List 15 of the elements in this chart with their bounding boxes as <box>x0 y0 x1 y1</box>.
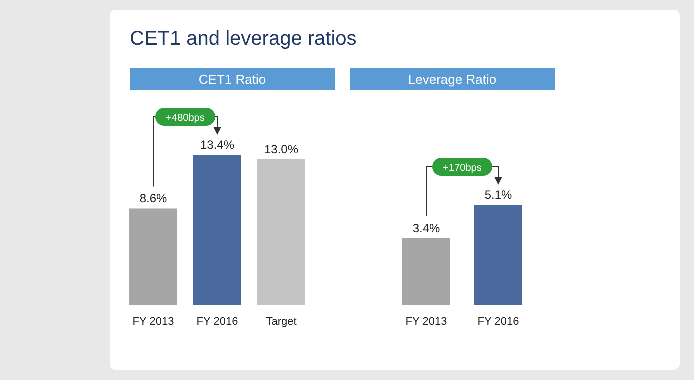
text: +480bps <box>166 113 205 124</box>
x-tick-label: FY 2013 <box>406 316 448 328</box>
text: +170bps <box>443 163 482 174</box>
chart-title: CET1 Ratio <box>198 72 266 87</box>
data-label: 13.0% <box>264 142 299 156</box>
x-tick-label: FY 2013 <box>132 316 174 328</box>
x-tick-label: FY 2016 <box>478 316 520 328</box>
data-label: 8.6% <box>140 192 168 206</box>
chart-title: Leverage Ratio <box>408 72 497 87</box>
x-tick-label: FY 2016 <box>196 316 238 328</box>
data-label: 5.1% <box>484 188 512 202</box>
data-label: 3.4% <box>412 221 440 236</box>
x-tick-label: Target <box>266 316 297 328</box>
data-label: 13.4% <box>200 138 235 152</box>
text: CET1 and leverage ratios <box>130 28 357 50</box>
